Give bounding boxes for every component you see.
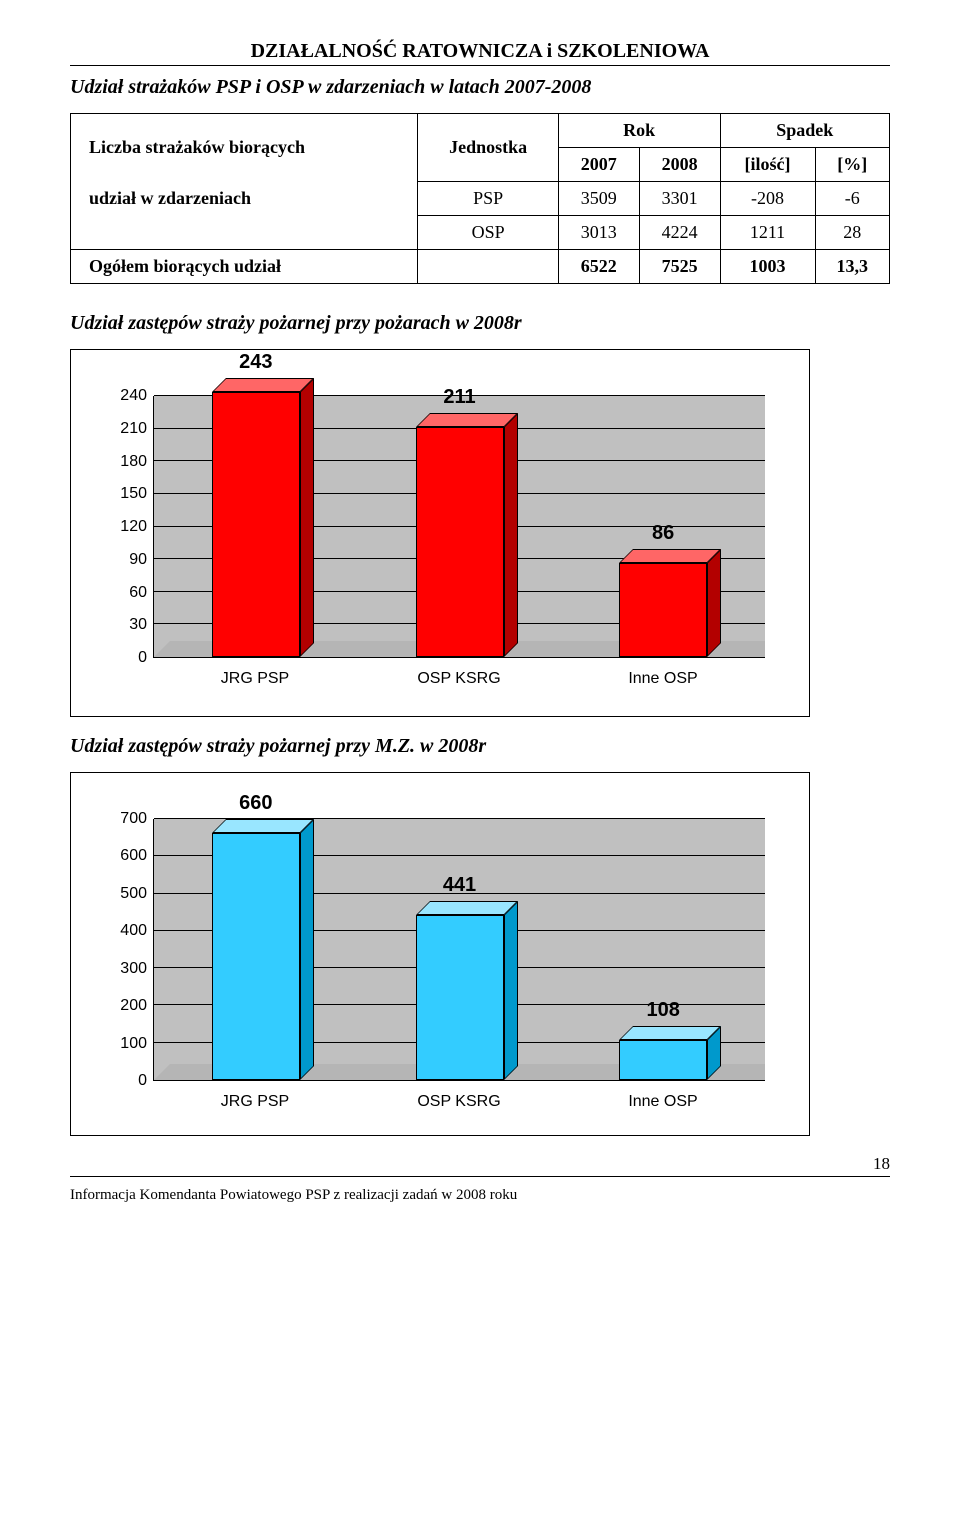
- col-jednostka: Jednostka: [418, 114, 558, 182]
- chart1-caption: Udział zastępów straży pożarnej przy poż…: [70, 312, 890, 335]
- document-header: DZIAŁALNOŚĆ RATOWNICZA i SZKOLENIOWA: [70, 40, 890, 63]
- cell: 1003: [720, 250, 815, 284]
- cell: 3301: [639, 182, 720, 216]
- cell: 3509: [558, 182, 639, 216]
- chart2-box: 6604411080100200300400500600700JRG PSPOS…: [70, 772, 810, 1136]
- cell: 6522: [558, 250, 639, 284]
- cell: -6: [815, 182, 890, 216]
- table-row-header: Liczba strażaków biorących: [71, 114, 418, 182]
- cell: PSP: [418, 182, 558, 216]
- footer-rule: [70, 1176, 890, 1177]
- col-pct: [%]: [815, 148, 890, 182]
- header-rule: [70, 65, 890, 66]
- cell: [418, 250, 558, 284]
- col-rok: Rok: [558, 114, 720, 148]
- cell: 7525: [639, 250, 720, 284]
- chart2: 6604411080100200300400500600700JRG PSPOS…: [97, 795, 783, 1115]
- chart1-box: 243211860306090120150180210240JRG PSPOSP…: [70, 349, 810, 717]
- cell: 13,3: [815, 250, 890, 284]
- cell: 28: [815, 216, 890, 250]
- col-2008: 2008: [639, 148, 720, 182]
- cell: -208: [720, 182, 815, 216]
- col-spadek: Spadek: [720, 114, 889, 148]
- cell: 3013: [558, 216, 639, 250]
- cell: 4224: [639, 216, 720, 250]
- table-row-header: udział w zdarzeniach: [71, 182, 418, 250]
- col-2007: 2007: [558, 148, 639, 182]
- footer-text: Informacja Komendanta Powiatowego PSP z …: [70, 1187, 517, 1204]
- col-ilosc: [ilość]: [720, 148, 815, 182]
- chart1: 243211860306090120150180210240JRG PSPOSP…: [97, 372, 783, 692]
- table-caption: Udział strażaków PSP i OSP w zdarzeniach…: [70, 76, 890, 99]
- data-table: Liczba strażaków biorących Jednostka Rok…: [70, 113, 890, 284]
- row-total: Ogółem biorących udział: [71, 250, 418, 284]
- cell: OSP: [418, 216, 558, 250]
- page-number: 18: [70, 1154, 890, 1174]
- cell: 1211: [720, 216, 815, 250]
- chart2-caption: Udział zastępów straży pożarnej przy M.Z…: [70, 735, 890, 758]
